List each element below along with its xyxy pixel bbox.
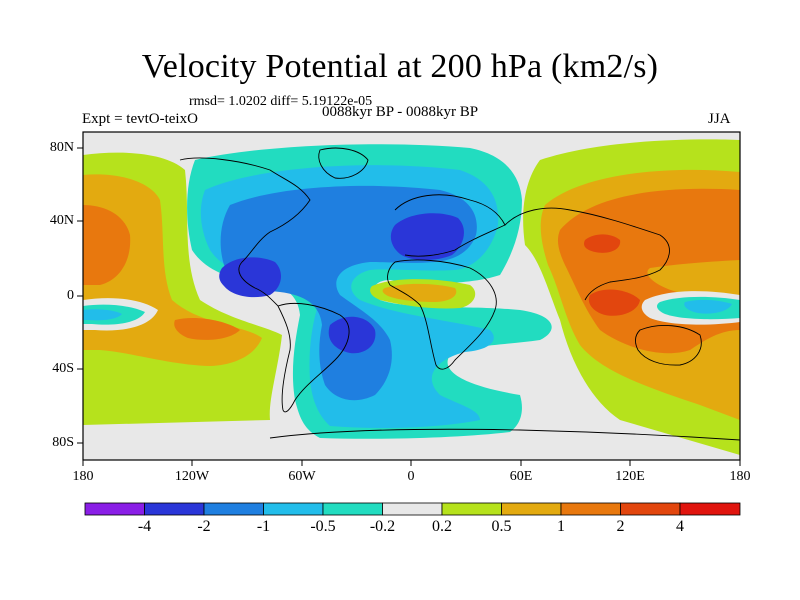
contour-field <box>83 132 740 460</box>
contour-pos4-india <box>584 234 621 253</box>
colorbar-label-8: 1 <box>557 518 565 535</box>
colorbar-label-10: 4 <box>676 518 684 535</box>
contour-pos2-west <box>83 205 131 285</box>
contour-neg4-europe <box>390 213 464 261</box>
lat-tick-0: 0 <box>67 288 74 303</box>
lat-tick-80n: 80N <box>49 140 74 155</box>
coast-asia <box>504 207 670 301</box>
colorbar-label-5: -0.2 <box>369 518 396 535</box>
colorbar-label-9: 2 <box>616 518 625 535</box>
plot-title: Velocity Potential at 200 hPa (km2/s) <box>141 48 659 85</box>
lon-tick-60w: 60W <box>288 469 316 484</box>
colorbar-label-4: -0.5 <box>310 518 336 535</box>
lon-tick-120w: 120W <box>174 469 210 484</box>
colorbar-label-3: -1 <box>256 518 271 535</box>
colorbar-bin-10 <box>620 502 681 516</box>
colorbar-bin-8 <box>501 502 562 516</box>
lat-tick-40n: 40N <box>49 213 74 228</box>
contour-pos2-westsouth <box>174 318 240 340</box>
contour-neg1-eq-pac <box>83 309 122 321</box>
contour-pos1-africa <box>382 283 457 302</box>
coast-south-america <box>277 302 350 413</box>
colorbar <box>84 502 741 516</box>
stats-label: rmsd= 1.0202 diff= 5.19122e-05 <box>189 94 373 109</box>
contour-neg4-caribbean <box>219 257 282 298</box>
coast-antarctica <box>269 428 740 441</box>
axis-ticks <box>77 147 741 466</box>
coast-greenland <box>318 147 369 179</box>
colorbar-label-1: -4 <box>137 518 152 535</box>
colorbar-bin-4 <box>263 502 324 516</box>
colorbar-bin-1 <box>84 502 145 516</box>
colorbar-bin-9 <box>560 502 621 516</box>
colorbar-bin-3 <box>203 502 264 516</box>
lon-tick-180w: 180 <box>72 469 94 484</box>
colorbar-label-7: 0.5 <box>491 518 512 535</box>
coast-africa <box>387 259 497 370</box>
contour-neg4-sam <box>328 316 376 354</box>
colorbar-bin-6 <box>382 502 443 516</box>
contour-pos4-indonesia <box>588 289 640 316</box>
lon-tick-0: 0 <box>407 469 415 484</box>
period-label: 0088kyr BP - 0088kyr BP <box>322 104 479 120</box>
coastlines <box>179 147 740 441</box>
colorbar-bin-2 <box>144 502 205 516</box>
colorbar-bin-7 <box>441 502 502 516</box>
colorbar-bin-5 <box>322 502 383 516</box>
lon-tick-60e: 60E <box>509 469 533 484</box>
colorbar-label-2: -2 <box>197 518 211 535</box>
coast-australia <box>635 325 702 366</box>
lat-tick-80s: 80S <box>52 435 74 450</box>
colorbar-bin-11 <box>679 502 741 516</box>
lon-tick-120e: 120E <box>615 469 645 484</box>
lon-tick-180e: 180 <box>729 469 751 484</box>
colorbar-label-6: 0.2 <box>432 518 452 535</box>
experiment-label: Expt = tevtO-teixO <box>82 111 198 127</box>
season-label: JJA <box>708 111 731 127</box>
contour-neg1-westpac <box>684 299 732 314</box>
lat-tick-40s: 40S <box>52 361 74 376</box>
coast-north-america <box>179 157 311 307</box>
